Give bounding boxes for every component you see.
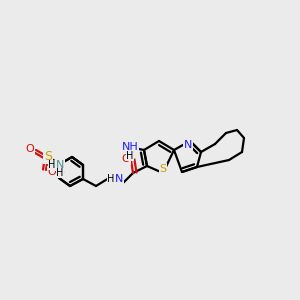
Text: N: N (184, 140, 192, 150)
Text: O: O (48, 167, 56, 177)
Text: O: O (122, 154, 130, 164)
Text: H: H (56, 168, 64, 178)
Text: N: N (56, 160, 64, 170)
Text: H: H (126, 151, 134, 161)
Text: N: N (115, 174, 123, 184)
Text: H: H (48, 160, 56, 170)
Text: NH: NH (122, 142, 138, 152)
Text: O: O (26, 144, 34, 154)
Text: S: S (159, 164, 167, 174)
Text: H: H (107, 174, 115, 184)
Text: S: S (44, 151, 52, 164)
